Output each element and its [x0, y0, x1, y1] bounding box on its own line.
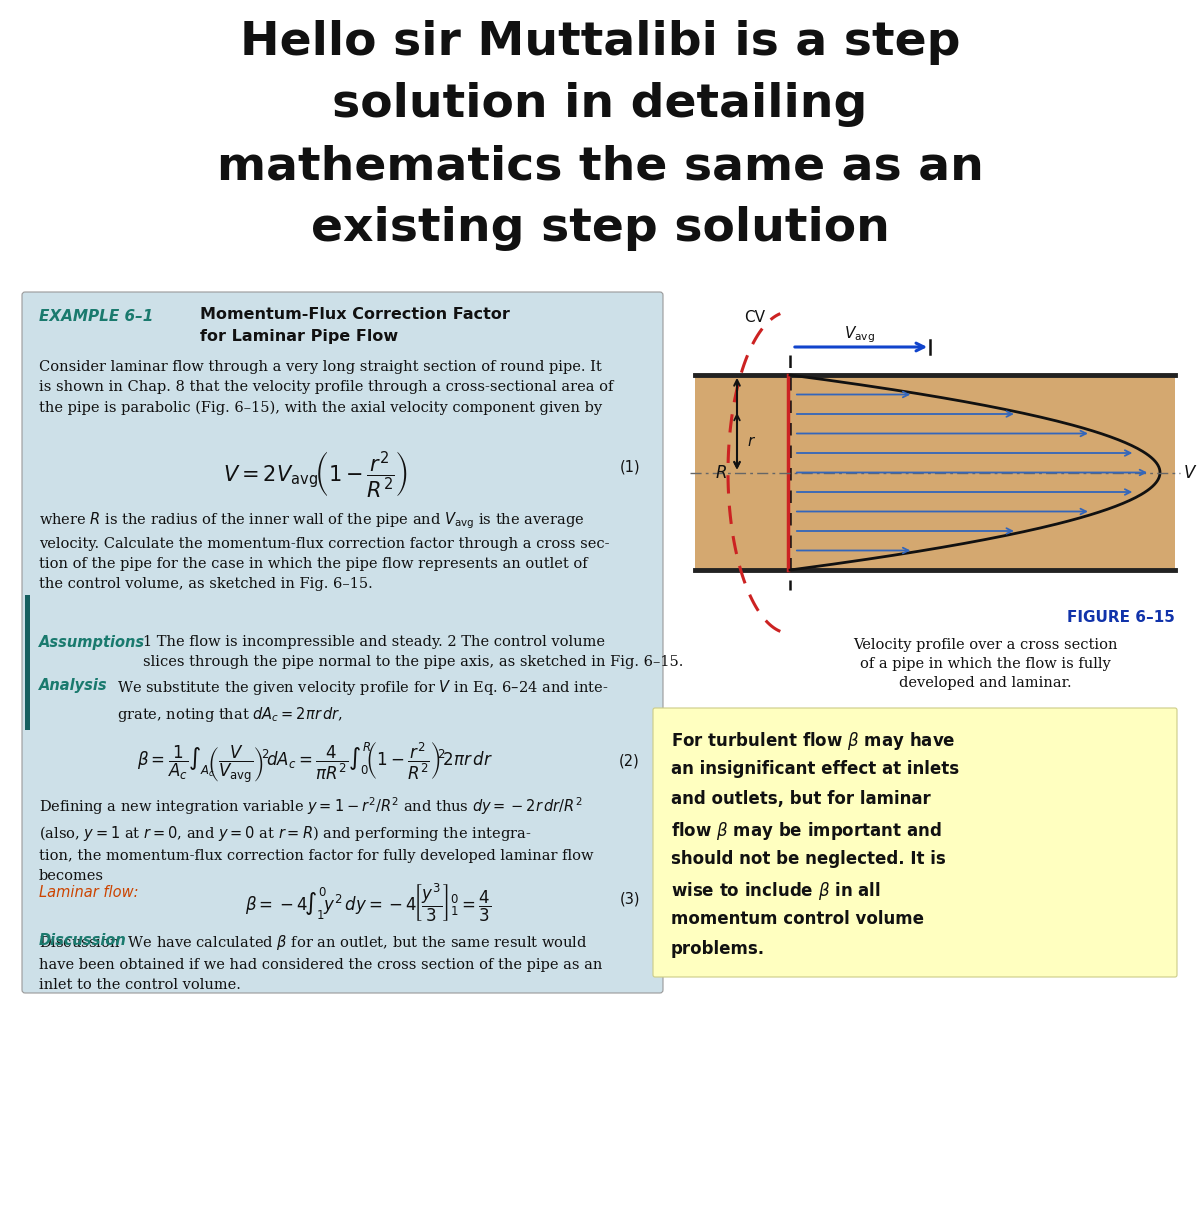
Text: (2): (2): [619, 753, 640, 768]
Text: Analysis: Analysis: [38, 678, 108, 693]
Text: momentum control volume: momentum control volume: [671, 909, 924, 928]
FancyBboxPatch shape: [653, 708, 1177, 977]
Text: where $R$ is the radius of the inner wall of the pipe and $V_{\mathrm{avg}}$ is : where $R$ is the radius of the inner wal…: [38, 510, 610, 591]
Text: 1 The flow is incompressible and steady. 2 The control volume
slices through the: 1 The flow is incompressible and steady.…: [143, 635, 683, 669]
Text: Discussion  We have calculated $\beta$ for an outlet, but the same result would
: Discussion We have calculated $\beta$ fo…: [38, 933, 602, 992]
Text: Consider laminar flow through a very long straight section of round pipe. It
is : Consider laminar flow through a very lon…: [38, 360, 613, 414]
Text: Momentum-Flux Correction Factor: Momentum-Flux Correction Factor: [200, 307, 510, 322]
Text: We substitute the given velocity profile for $V$ in Eq. 6–24 and inte-
grate, no: We substitute the given velocity profile…: [118, 678, 608, 724]
Text: developed and laminar.: developed and laminar.: [899, 676, 1072, 689]
Text: mathematics the same as an: mathematics the same as an: [216, 144, 984, 189]
Text: $V = 2V_{\mathrm{avg}}\!\left(1 - \dfrac{r^2}{R^2}\right)$: $V = 2V_{\mathrm{avg}}\!\left(1 - \dfrac…: [223, 450, 407, 501]
Text: $\beta = \dfrac{1}{A_c}\int_{A_c}\!\!\left(\dfrac{V}{V_{\mathrm{avg}}}\right)^{\: $\beta = \dfrac{1}{A_c}\int_{A_c}\!\!\le…: [137, 740, 493, 784]
Text: $V$: $V$: [1183, 463, 1198, 482]
Text: flow $\beta$ may be important and: flow $\beta$ may be important and: [671, 820, 942, 842]
Text: FIGURE 6–15: FIGURE 6–15: [1067, 610, 1175, 626]
Text: $R$: $R$: [715, 463, 727, 482]
Text: $\beta = -4\!\int_1^0\! y^2\,dy = -4\!\left[\dfrac{y^3}{3}\right]_1^0 = \dfrac{4: $\beta = -4\!\int_1^0\! y^2\,dy = -4\!\l…: [245, 882, 491, 924]
Text: and outlets, but for laminar: and outlets, but for laminar: [671, 790, 931, 807]
Text: Assumptions: Assumptions: [38, 635, 145, 650]
Text: CV: CV: [744, 310, 766, 324]
Text: existing step solution: existing step solution: [311, 206, 889, 251]
Text: $r$: $r$: [746, 434, 756, 449]
Text: $V_{\mathrm{avg}}$: $V_{\mathrm{avg}}$: [845, 324, 876, 345]
Bar: [25, 595, 30, 730]
Text: should not be neglected. It is: should not be neglected. It is: [671, 850, 946, 868]
Text: problems.: problems.: [671, 940, 766, 957]
Text: an insignificant effect at inlets: an insignificant effect at inlets: [671, 760, 959, 778]
Text: Laminar flow:: Laminar flow:: [38, 885, 138, 900]
Text: EXAMPLE 6–1: EXAMPLE 6–1: [38, 308, 154, 324]
FancyBboxPatch shape: [22, 293, 662, 993]
Text: (1): (1): [619, 460, 640, 474]
Text: of a pipe in which the flow is fully: of a pipe in which the flow is fully: [859, 658, 1110, 671]
Text: Discussion: Discussion: [38, 933, 127, 948]
Text: solution in detailing: solution in detailing: [332, 82, 868, 127]
Text: for Laminar Pipe Flow: for Laminar Pipe Flow: [200, 329, 398, 344]
Text: Velocity profile over a cross section: Velocity profile over a cross section: [853, 638, 1117, 653]
Bar: [695, 375, 1175, 570]
Text: For turbulent flow $\beta$ may have: For turbulent flow $\beta$ may have: [671, 730, 955, 752]
Text: wise to include $\beta$ in all: wise to include $\beta$ in all: [671, 880, 881, 902]
Text: Hello sir Muttalibi is a step: Hello sir Muttalibi is a step: [240, 20, 960, 65]
Text: (3): (3): [619, 892, 640, 907]
Text: Defining a new integration variable $y = 1 - r^2/R^2$ and thus $dy = -2r\,dr/R^2: Defining a new integration variable $y =…: [38, 795, 594, 884]
